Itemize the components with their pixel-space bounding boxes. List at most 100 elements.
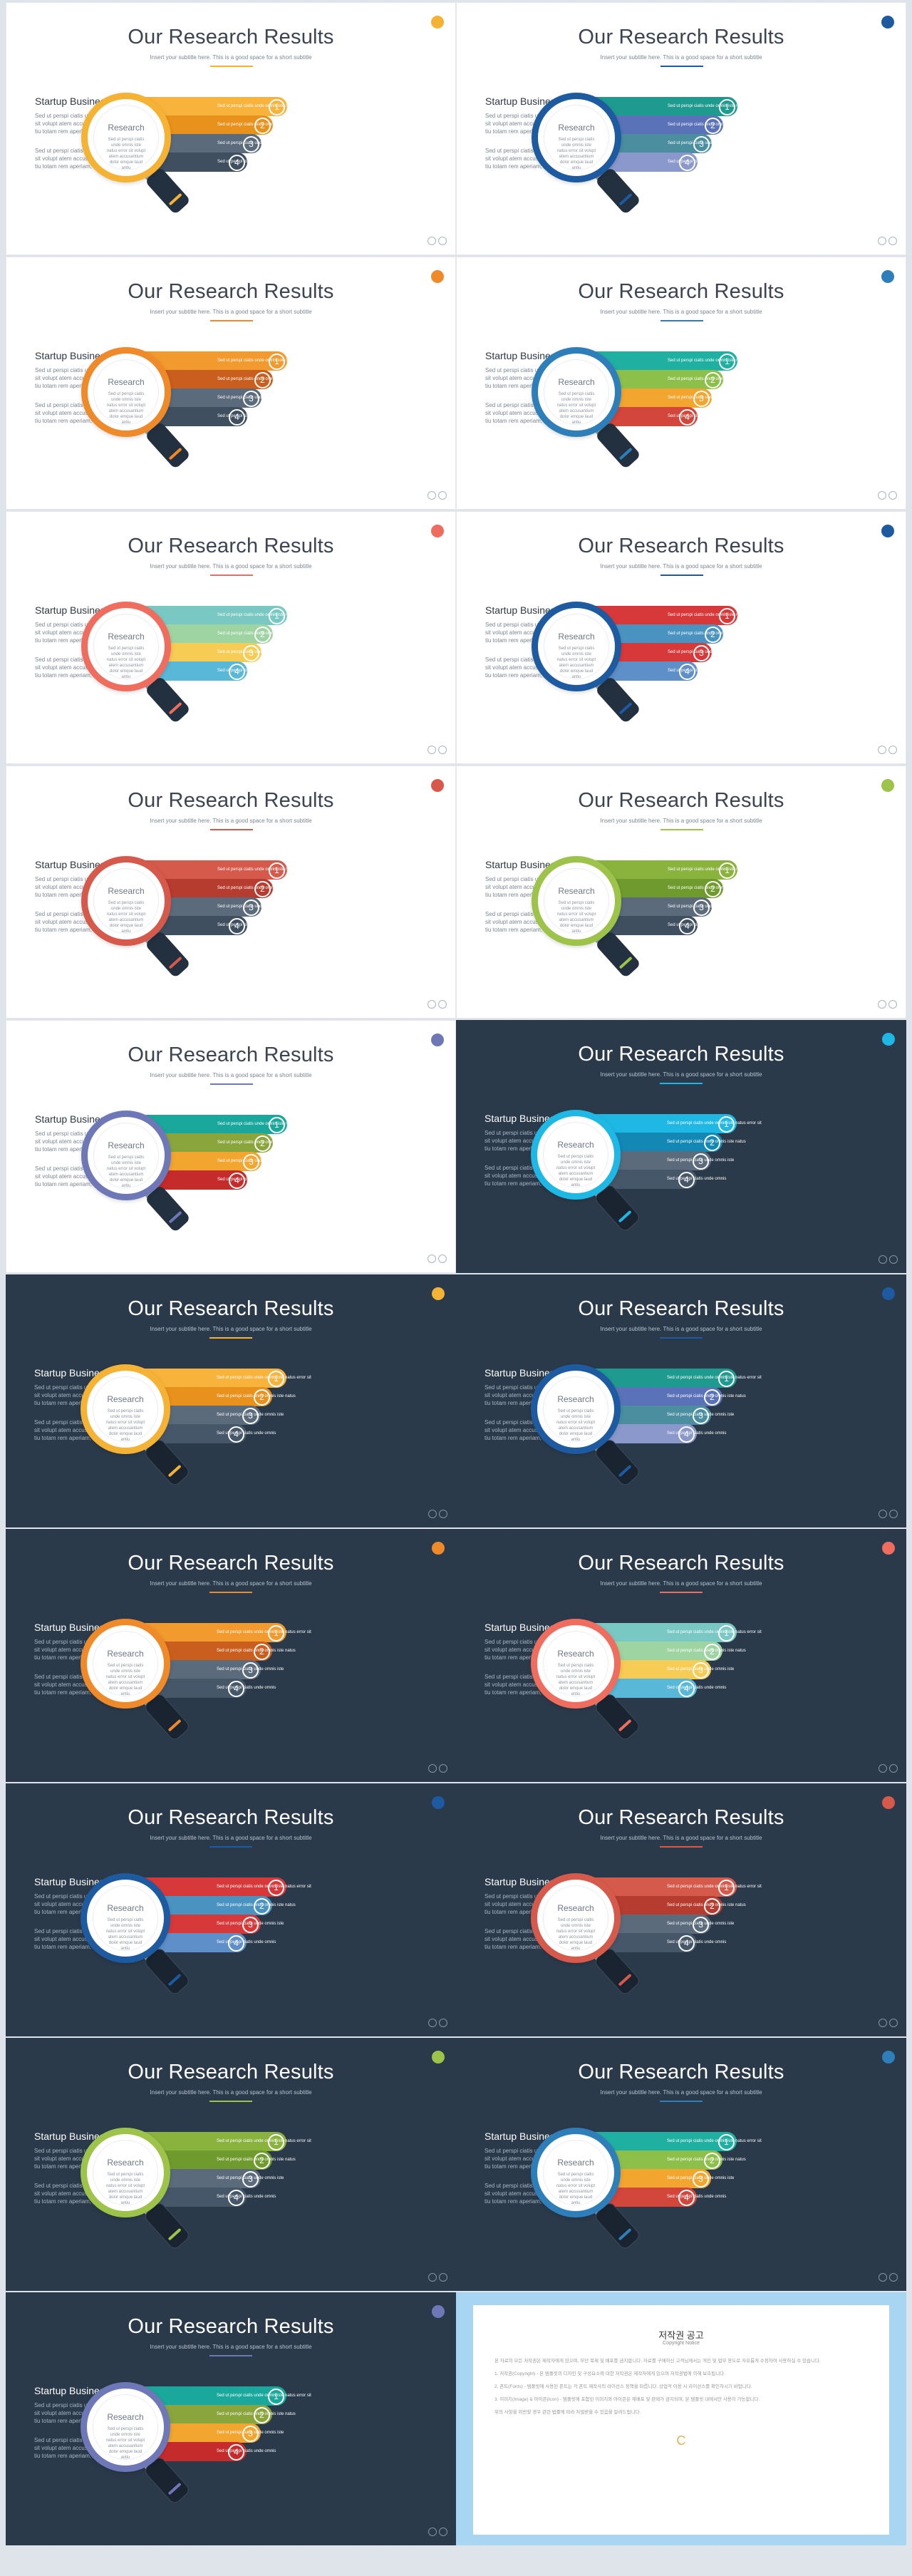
- result-number-badge: 1: [718, 2134, 735, 2150]
- result-bar-text: Sed ut perspi ciatis unde omnis iste nat…: [667, 1630, 762, 1634]
- slide-19[interactable]: Our Research Results Insert your subtitle…: [6, 2292, 456, 2545]
- nav-prev-icon[interactable]: [879, 2273, 887, 2282]
- magnifier-handle-cap: [618, 447, 633, 460]
- slide-corner-badge: [431, 525, 444, 537]
- nav-prev-icon[interactable]: [428, 491, 436, 500]
- slide-18[interactable]: Our Research Results Insert your subtitle…: [456, 2038, 906, 2291]
- side-heading: Startup Business: [484, 1367, 560, 1379]
- slide-5[interactable]: Our Research Results Insert your subtitle…: [6, 511, 456, 764]
- result-bar-text: Sed ut perspi ciatis unde omnis iste nat…: [667, 1121, 762, 1125]
- result-number-badge: 4: [678, 1426, 695, 1443]
- slide-13[interactable]: Our Research Results Insert your subtitle…: [6, 1529, 456, 1782]
- nav-next-icon[interactable]: [889, 1510, 898, 1518]
- slide-8[interactable]: Our Research Results Insert your subtitle…: [456, 766, 906, 1019]
- nav-next-icon[interactable]: [438, 1254, 447, 1263]
- title-divider: [210, 575, 253, 576]
- nav-prev-icon[interactable]: [428, 2528, 437, 2536]
- slide-subtitle: Insert your subtitle here. This is a goo…: [600, 1071, 762, 1078]
- nav-prev-icon[interactable]: [879, 1255, 887, 1264]
- slide-12[interactable]: Our Research Results Insert your subtitle…: [456, 1274, 906, 1527]
- lens-inner: Research Sed ut perspi ciatis unde omnis …: [93, 1123, 159, 1188]
- slide-6[interactable]: Our Research Results Insert your subtitle…: [456, 511, 906, 764]
- result-number-badge: 2: [254, 1898, 270, 1915]
- title-divider: [210, 829, 253, 830]
- result-bar-text: Sed ut perspi ciatis unde omnis iste nat…: [217, 359, 312, 363]
- nav-prev-icon[interactable]: [879, 1764, 887, 1773]
- slide-16[interactable]: Our Research Results Insert your subtitle…: [456, 1783, 906, 2036]
- magnifier-handle-cap: [168, 956, 182, 969]
- nav-prev-icon[interactable]: [428, 1000, 436, 1009]
- slide-title: Our Research Results: [128, 26, 334, 48]
- slide-3[interactable]: Our Research Results Insert your subtitle…: [6, 257, 456, 510]
- nav-next-icon[interactable]: [439, 2019, 447, 2027]
- nav-next-icon[interactable]: [438, 746, 447, 754]
- nav-prev-icon[interactable]: [428, 1764, 437, 1773]
- slide-subtitle: Insert your subtitle here. This is a goo…: [600, 1580, 762, 1587]
- slide-corner-badge: [432, 2305, 445, 2318]
- copyright-paragraph: 2. 폰트(Fonts) - 템플릿에 사용된 폰트는 각 폰트 제작사의 라이…: [494, 2384, 752, 2389]
- result-number-badge: 1: [718, 1116, 735, 1133]
- nav-next-icon[interactable]: [439, 1510, 447, 1518]
- lens-heading: Research: [557, 1649, 594, 1659]
- nav-next-icon[interactable]: [439, 1764, 447, 1773]
- nav-prev-icon[interactable]: [428, 2273, 437, 2282]
- nav-next-icon[interactable]: [438, 1000, 447, 1009]
- nav-prev-icon[interactable]: [878, 746, 886, 754]
- slide-15[interactable]: Our Research Results Insert your subtitle…: [6, 1783, 456, 2036]
- lens-heading: Research: [557, 2158, 594, 2168]
- nav-prev-icon[interactable]: [878, 1000, 886, 1009]
- slide-7[interactable]: Our Research Results Insert your subtitle…: [6, 766, 456, 1019]
- nav-next-icon[interactable]: [888, 1000, 897, 1009]
- slide-9[interactable]: Our Research Results Insert your subtitle…: [6, 1020, 456, 1273]
- nav-next-icon[interactable]: [438, 237, 447, 245]
- nav-prev-icon[interactable]: [428, 746, 436, 754]
- result-number-badge: 4: [228, 1935, 244, 1952]
- slide-11[interactable]: Our Research Results Insert your subtitle…: [6, 1274, 456, 1527]
- nav-prev-icon[interactable]: [878, 237, 886, 245]
- magnifier-handle-cap: [618, 1210, 632, 1223]
- slide-4[interactable]: Our Research Results Insert your subtitle…: [456, 257, 906, 510]
- result-bar-text: Sed ut perspi ciatis unde omnis: [667, 2195, 727, 2199]
- slide-1[interactable]: Our Research Results Insert your subtitle…: [6, 2, 456, 255]
- result-number-badge: 3: [243, 645, 259, 661]
- result-bar-text: Sed ut perspi ciatis unde omnis iste nat…: [217, 1122, 312, 1126]
- nav-next-icon[interactable]: [439, 2273, 447, 2282]
- nav-prev-icon[interactable]: [428, 2019, 437, 2027]
- nav-next-icon[interactable]: [889, 1255, 898, 1264]
- nav-next-icon[interactable]: [888, 491, 897, 500]
- lens-description: Sed ut perspi ciatis unde omnis iste nat…: [556, 1155, 596, 1187]
- magnifier-lens-icon: Research Sed ut perspi ciatis unde omnis …: [81, 1364, 170, 1454]
- copyright-notice-slide[interactable]: 저작권 공고 Copyright Notice 본 자료의 모든 저작권은 제작자에…: [456, 2292, 906, 2545]
- nav-next-icon[interactable]: [889, 2273, 898, 2282]
- nav-prev-icon[interactable]: [879, 1510, 887, 1518]
- nav-next-icon[interactable]: [888, 237, 897, 245]
- slide-10[interactable]: Our Research Results Insert your subtitle…: [456, 1020, 906, 1273]
- result-number-badge: 4: [678, 1935, 695, 1952]
- slide-2[interactable]: Our Research Results Insert your subtitle…: [456, 2, 906, 255]
- lens-description: Sed ut perspi ciatis unde omnis iste nat…: [106, 646, 146, 679]
- lens-heading: Research: [107, 2412, 144, 2422]
- nav-next-icon[interactable]: [888, 746, 897, 754]
- result-number-badge: 2: [705, 118, 721, 134]
- nav-prev-icon[interactable]: [428, 237, 436, 245]
- slide-14[interactable]: Our Research Results Insert your subtitle…: [456, 1529, 906, 1782]
- slide-subtitle: Insert your subtitle here. This is a goo…: [150, 309, 312, 315]
- slide-corner-badge: [431, 779, 444, 792]
- nav-prev-icon[interactable]: [428, 1254, 436, 1263]
- magnifier-lens-icon: Research Sed ut perspi ciatis unde omnis …: [531, 1364, 621, 1454]
- nav-next-icon[interactable]: [889, 1764, 898, 1773]
- result-number-badge: 1: [719, 608, 735, 624]
- lens-inner: Research Sed ut perspi ciatis unde omnis …: [543, 1122, 608, 1187]
- result-number-badge: 3: [242, 1408, 259, 1424]
- result-number-badge: 2: [705, 881, 721, 897]
- nav-prev-icon[interactable]: [878, 491, 886, 500]
- nav-next-icon[interactable]: [438, 491, 447, 500]
- slide-navigation: [426, 2018, 447, 2031]
- slide-subtitle: Insert your subtitle here. This is a goo…: [150, 1072, 312, 1078]
- nav-prev-icon[interactable]: [879, 2019, 887, 2027]
- slide-17[interactable]: Our Research Results Insert your subtitle…: [6, 2038, 456, 2291]
- nav-next-icon[interactable]: [439, 2528, 447, 2536]
- magnifier-lens-icon: Research Sed ut perspi ciatis unde omnis …: [81, 602, 171, 691]
- nav-next-icon[interactable]: [889, 2019, 898, 2027]
- nav-prev-icon[interactable]: [428, 1510, 437, 1518]
